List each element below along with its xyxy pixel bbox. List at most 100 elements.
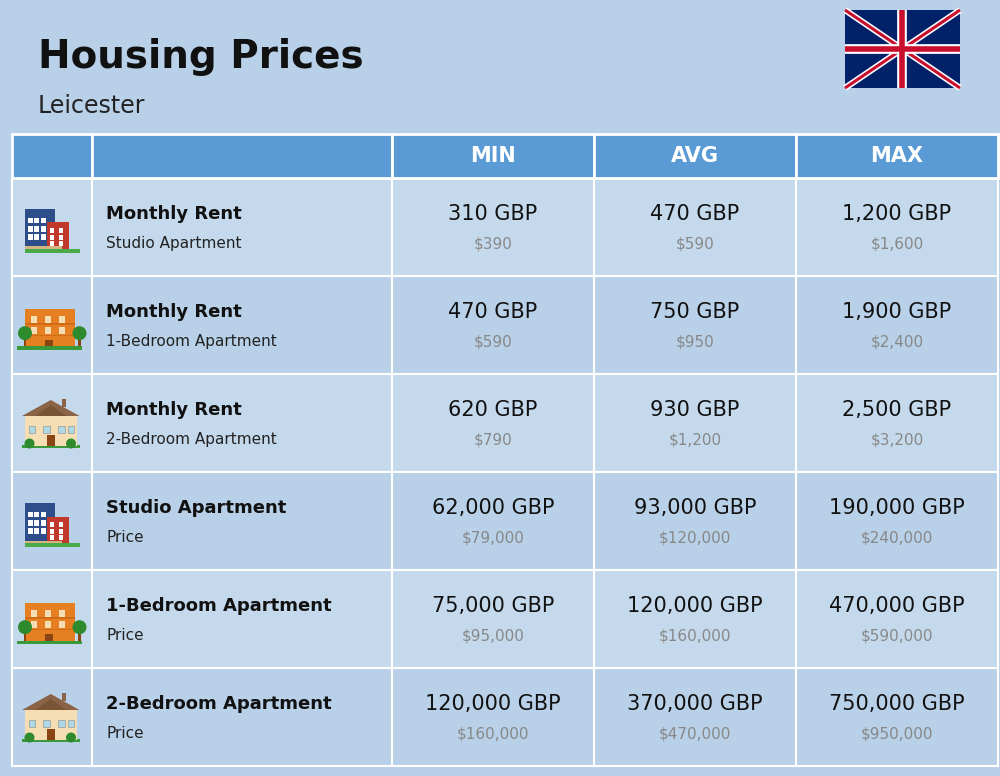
Text: 75,000 GBP: 75,000 GBP <box>432 596 554 616</box>
Text: 930 GBP: 930 GBP <box>650 400 740 421</box>
FancyBboxPatch shape <box>62 399 66 407</box>
Text: 93,000 GBP: 93,000 GBP <box>634 498 756 518</box>
Text: $160,000: $160,000 <box>659 628 731 643</box>
FancyBboxPatch shape <box>59 522 63 527</box>
Text: Leicester: Leicester <box>38 94 146 118</box>
Text: MAX: MAX <box>870 146 923 166</box>
FancyBboxPatch shape <box>28 218 33 223</box>
Text: Price: Price <box>106 530 144 546</box>
FancyBboxPatch shape <box>41 234 46 240</box>
FancyBboxPatch shape <box>92 134 392 178</box>
FancyBboxPatch shape <box>41 528 46 534</box>
Polygon shape <box>22 694 80 710</box>
FancyBboxPatch shape <box>34 218 39 223</box>
FancyBboxPatch shape <box>43 426 50 434</box>
Text: 190,000 GBP: 190,000 GBP <box>829 498 965 518</box>
FancyBboxPatch shape <box>594 134 796 178</box>
Text: 1-Bedroom Apartment: 1-Bedroom Apartment <box>106 598 332 615</box>
FancyBboxPatch shape <box>796 134 998 178</box>
Text: 1-Bedroom Apartment: 1-Bedroom Apartment <box>106 334 277 349</box>
Polygon shape <box>35 699 66 710</box>
FancyBboxPatch shape <box>796 472 998 570</box>
Text: AVG: AVG <box>671 146 719 166</box>
FancyBboxPatch shape <box>24 339 26 348</box>
FancyBboxPatch shape <box>12 570 92 668</box>
FancyBboxPatch shape <box>92 178 392 276</box>
FancyBboxPatch shape <box>44 327 51 334</box>
FancyBboxPatch shape <box>34 528 39 534</box>
FancyBboxPatch shape <box>12 134 92 178</box>
FancyBboxPatch shape <box>30 316 37 323</box>
FancyBboxPatch shape <box>22 445 80 448</box>
FancyBboxPatch shape <box>24 543 80 546</box>
FancyBboxPatch shape <box>68 426 74 434</box>
FancyBboxPatch shape <box>24 247 62 250</box>
Text: Monthly Rent: Monthly Rent <box>106 303 242 321</box>
FancyBboxPatch shape <box>594 668 796 766</box>
Text: $79,000: $79,000 <box>462 530 524 546</box>
FancyBboxPatch shape <box>796 570 998 668</box>
Text: $790: $790 <box>474 432 512 447</box>
FancyBboxPatch shape <box>392 668 594 766</box>
FancyBboxPatch shape <box>12 178 92 276</box>
Text: 1,200 GBP: 1,200 GBP <box>842 204 952 224</box>
FancyBboxPatch shape <box>41 520 46 525</box>
FancyBboxPatch shape <box>30 621 37 628</box>
FancyBboxPatch shape <box>58 426 65 434</box>
FancyBboxPatch shape <box>58 609 65 617</box>
FancyBboxPatch shape <box>43 720 50 727</box>
FancyBboxPatch shape <box>24 617 74 618</box>
FancyBboxPatch shape <box>796 668 998 766</box>
FancyBboxPatch shape <box>24 629 74 630</box>
FancyBboxPatch shape <box>58 720 65 727</box>
FancyBboxPatch shape <box>29 720 35 727</box>
Text: 470,000 GBP: 470,000 GBP <box>829 596 965 616</box>
Text: $590: $590 <box>474 334 512 349</box>
FancyBboxPatch shape <box>392 472 594 570</box>
FancyBboxPatch shape <box>24 249 80 252</box>
FancyBboxPatch shape <box>50 535 54 540</box>
Circle shape <box>18 620 32 634</box>
FancyBboxPatch shape <box>34 512 39 518</box>
Text: 62,000 GBP: 62,000 GBP <box>432 498 554 518</box>
FancyBboxPatch shape <box>41 512 46 518</box>
FancyBboxPatch shape <box>24 309 74 348</box>
FancyBboxPatch shape <box>50 228 54 233</box>
Text: $390: $390 <box>474 236 512 251</box>
FancyBboxPatch shape <box>47 435 55 446</box>
FancyBboxPatch shape <box>47 517 69 544</box>
Text: Price: Price <box>106 628 144 643</box>
FancyBboxPatch shape <box>45 340 53 348</box>
FancyBboxPatch shape <box>44 621 51 628</box>
Text: 750 GBP: 750 GBP <box>650 303 740 322</box>
Circle shape <box>18 326 32 340</box>
FancyBboxPatch shape <box>45 634 53 642</box>
Text: 470 GBP: 470 GBP <box>448 303 538 322</box>
FancyBboxPatch shape <box>845 10 960 88</box>
Text: $120,000: $120,000 <box>659 530 731 546</box>
Text: $950,000: $950,000 <box>861 726 933 741</box>
FancyBboxPatch shape <box>24 209 55 250</box>
FancyBboxPatch shape <box>28 226 33 231</box>
FancyBboxPatch shape <box>59 228 63 233</box>
Text: Studio Apartment: Studio Apartment <box>106 236 242 251</box>
Polygon shape <box>22 400 80 416</box>
FancyBboxPatch shape <box>59 241 63 246</box>
Text: Monthly Rent: Monthly Rent <box>106 401 242 419</box>
Text: 2-Bedroom Apartment: 2-Bedroom Apartment <box>106 432 277 447</box>
Text: 620 GBP: 620 GBP <box>448 400 538 421</box>
FancyBboxPatch shape <box>92 374 392 472</box>
FancyBboxPatch shape <box>594 178 796 276</box>
Text: $590,000: $590,000 <box>861 628 933 643</box>
FancyBboxPatch shape <box>34 234 39 240</box>
Text: 370,000 GBP: 370,000 GBP <box>627 695 763 714</box>
FancyBboxPatch shape <box>34 226 39 231</box>
FancyBboxPatch shape <box>34 520 39 525</box>
Circle shape <box>72 620 87 634</box>
FancyBboxPatch shape <box>12 472 92 570</box>
Circle shape <box>72 326 87 340</box>
FancyBboxPatch shape <box>59 528 63 534</box>
FancyBboxPatch shape <box>594 570 796 668</box>
Text: 120,000 GBP: 120,000 GBP <box>627 596 763 616</box>
FancyBboxPatch shape <box>78 339 80 348</box>
